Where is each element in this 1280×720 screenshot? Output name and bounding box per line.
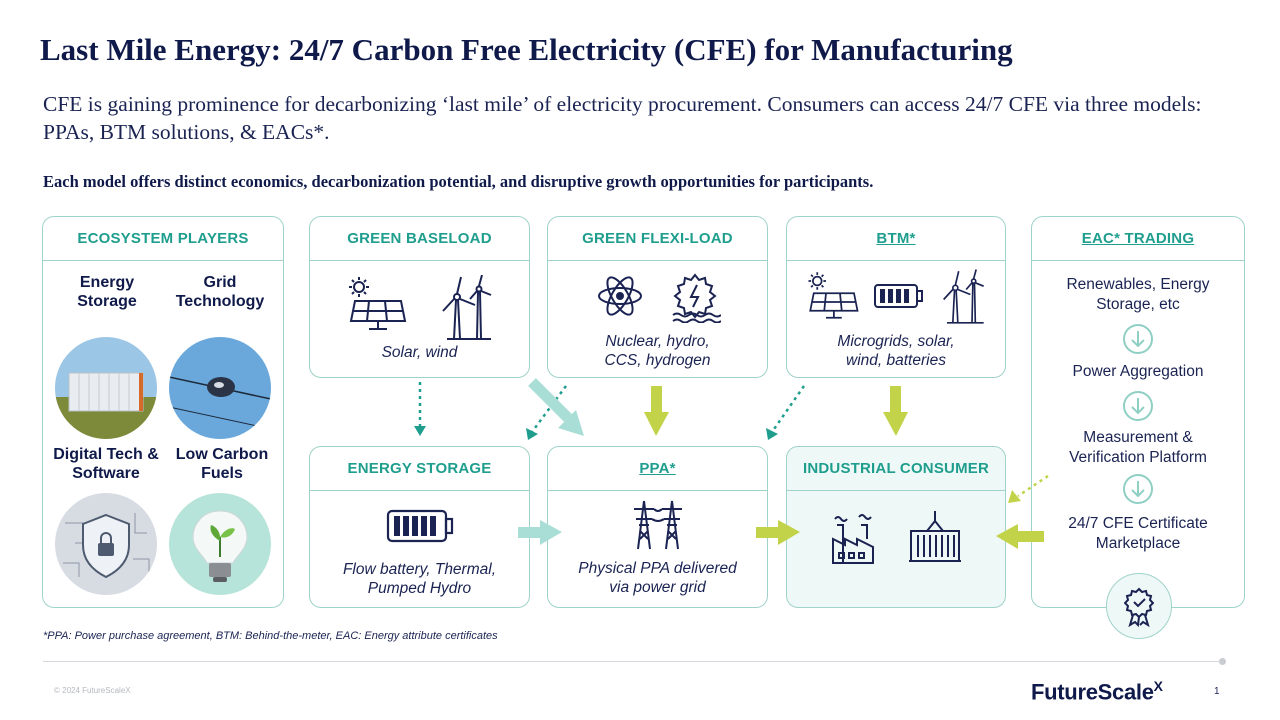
wind-turbine-icon [441, 275, 491, 340]
industrial-consumer-panel: INDUSTRIAL CONSUMER [786, 446, 1006, 608]
green-baseload-panel: GREEN BASELOAD Solar, wind [309, 216, 530, 378]
atom-icon [597, 276, 642, 316]
player-energy-storage-label: Energy Storage [77, 274, 137, 310]
page-number: 1 [1214, 686, 1220, 697]
ppa-caption-line2: via power grid [609, 579, 706, 596]
tagline: Each model offers distinct economics, de… [43, 172, 874, 191]
eac-heading: EAC* TRADING [1032, 217, 1244, 261]
ecosystem-heading: ECOSYSTEM PLAYERS [43, 217, 283, 261]
energy-storage-caption-line1: Flow battery, Thermal, [342, 561, 497, 578]
arrow-btm-to-industrial [883, 386, 908, 436]
ppa-heading: PPA* [548, 447, 767, 491]
brand-name: FutureScale [1031, 679, 1154, 705]
footnote: *PPA: Power purchase agreement, BTM: Beh… [43, 630, 498, 642]
green-flexi-load-panel: GREEN FLEXI-LOAD Nuclear, hydro, CCS, hy… [547, 216, 768, 378]
factory-icon [832, 514, 874, 564]
divider-end-dot [1219, 658, 1226, 665]
battery-container-photo [55, 337, 157, 439]
down-arrow-circle-icon [1123, 324, 1153, 354]
btm-caption-line1: Microgrids, solar, [837, 333, 955, 350]
green-flexi-load-caption-line1: Nuclear, hydro, [605, 333, 710, 350]
green-baseload-heading: GREEN BASELOAD [310, 217, 529, 261]
battery-icon [874, 284, 923, 308]
page-subtitle: CFE is gaining prominence for decarboniz… [43, 92, 1202, 144]
dotted-arrow-flexi-to-storage [526, 385, 568, 440]
ppa-panel: PPA* Physical PPA delivered via power gr… [547, 446, 768, 608]
brand-logo: FutureScaleX [1031, 678, 1163, 705]
green-baseload-caption: Solar, wind [381, 344, 458, 361]
solar-panel-icon [808, 272, 859, 319]
energy-storage-caption-line2: Pumped Hydro [367, 580, 472, 597]
player-low-carbon-fuels-label: Low Carbon Fuels [175, 446, 269, 482]
eac-step-renewables: Renewables, Energy Storage, etc [1032, 275, 1244, 315]
eac-heading-text: EAC* TRADING [1081, 230, 1195, 247]
eac-step-renewables-text: Renewables, Energy Storage, etc [1066, 276, 1210, 313]
eac-step-verification-line2: Verification Platform [1069, 449, 1207, 466]
btm-panel: BTM* Microgrids, solar, wind, [786, 216, 1006, 378]
transmission-tower-icon [633, 500, 682, 550]
btm-caption-line2: wind, batteries [846, 352, 946, 369]
copyright: © 2024 FutureScaleX [54, 686, 131, 695]
dotted-arrow-btm-to-ppa [766, 385, 806, 440]
arrow-baseload-to-ppa [528, 378, 584, 436]
dotted-arrow-baseload-to-storage [414, 382, 426, 436]
eac-step-marketplace-line2: Marketplace [1095, 535, 1181, 552]
green-flexi-load-heading: GREEN FLEXI-LOAD [548, 217, 767, 261]
solar-panel-icon [348, 277, 406, 330]
down-arrow-circle-icon [1123, 391, 1153, 421]
down-arrow-circle-icon [1123, 474, 1153, 504]
ecosystem-players-panel: ECOSYSTEM PLAYERS Energy Storage Grid Te… [42, 216, 284, 608]
green-flexi-load-caption-line2: CCS, hydrogen [604, 352, 711, 369]
player-grid-technology-label: Grid Technology [175, 274, 265, 310]
eac-step-marketplace-line1: 24/7 CFE Certificate [1068, 515, 1208, 532]
digital-shield-photo [55, 493, 157, 595]
brand-suffix: X [1153, 678, 1163, 694]
player-digital-tech-label: Digital Tech & Software [53, 446, 159, 482]
wind-turbine-icon [943, 269, 984, 324]
shipping-container-icon [909, 511, 961, 562]
certificate-badge-icon [1124, 587, 1154, 627]
eac-step-aggregation: Power Aggregation [1072, 363, 1204, 380]
btm-heading-text: BTM* [876, 230, 916, 247]
btm-heading: BTM* [787, 217, 1005, 261]
energy-storage-heading: ENERGY STORAGE [310, 447, 529, 491]
plant-bulb-photo [169, 493, 271, 595]
arrow-flexi-to-ppa [644, 386, 669, 436]
ppa-caption-line1: Physical PPA delivered [578, 560, 737, 577]
battery-icon [386, 509, 453, 543]
eac-step-verification-line1: Measurement & [1083, 429, 1193, 446]
ppa-heading-text: PPA* [639, 460, 676, 477]
hydro-gear-icon [671, 273, 721, 323]
footer-divider [43, 661, 1223, 662]
page-title: Last Mile Energy: 24/7 Carbon Free Elect… [40, 32, 1013, 67]
eac-trading-panel: EAC* TRADING Renewables, Energy Storage,… [1031, 216, 1245, 639]
energy-storage-panel: ENERGY STORAGE Flow battery, Thermal, Pu… [309, 446, 530, 608]
industrial-consumer-heading: INDUSTRIAL CONSUMER [787, 447, 1005, 491]
grid-sensor-photo [169, 337, 271, 439]
